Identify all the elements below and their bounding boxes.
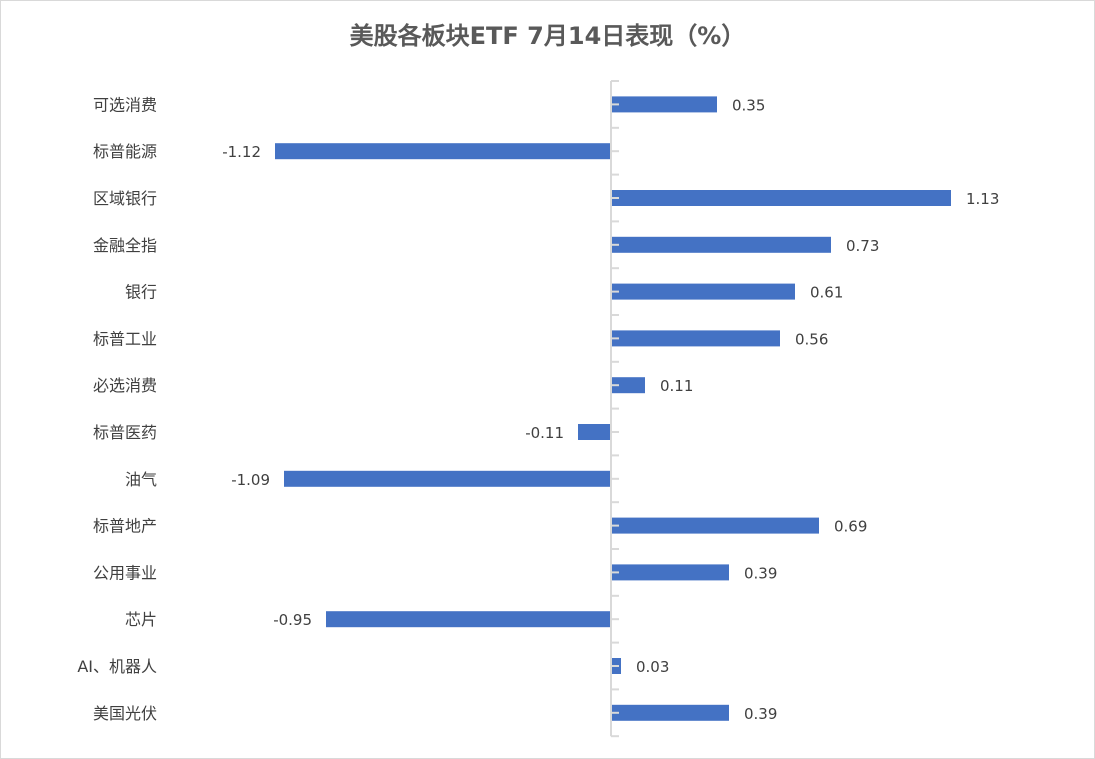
data-label: 0.73 [846,237,879,255]
category-label: 油气 [125,470,157,489]
bar [612,283,795,300]
category-label: 金融全指 [93,236,157,255]
data-label: 0.39 [744,564,777,582]
category-label: 可选消费 [93,95,157,114]
bar [612,704,729,721]
category-label: 标普工业 [93,329,157,348]
data-label: -0.95 [273,611,312,629]
data-label: 0.35 [732,96,765,114]
category-label: 区域银行 [93,189,157,208]
bar [612,190,951,206]
bar [275,143,611,160]
category-label: 公用事业 [93,563,157,582]
category-label: 银行 [125,283,157,302]
data-label: 1.13 [966,190,999,208]
data-label: -0.11 [525,424,564,442]
data-label: 0.69 [834,518,867,536]
bar [612,564,729,581]
category-label: 美国光伏 [93,704,157,723]
bar [578,424,611,440]
bar [612,330,780,347]
data-label: 0.11 [660,377,693,395]
category-label: 标普医药 [93,423,157,442]
bar [612,377,645,394]
bar [612,517,819,534]
category-label: 必选消费 [93,376,157,395]
category-label: 标普能源 [93,142,157,161]
data-label: 0.56 [795,330,828,348]
bar [326,611,611,628]
bar [284,470,611,487]
chart-title: 美股各板块ETF 7月14日表现（%） [349,22,746,50]
category-label: 标普地产 [93,517,157,536]
data-label: 0.39 [744,705,777,723]
data-label: 0.61 [810,284,843,302]
category-label: 芯片 [125,610,157,629]
bar [612,236,831,253]
data-label: -1.09 [231,471,270,489]
data-label: 0.03 [636,658,669,676]
category-label: AI、机器人 [77,657,157,676]
bar [612,96,717,113]
data-label: -1.12 [222,143,261,161]
